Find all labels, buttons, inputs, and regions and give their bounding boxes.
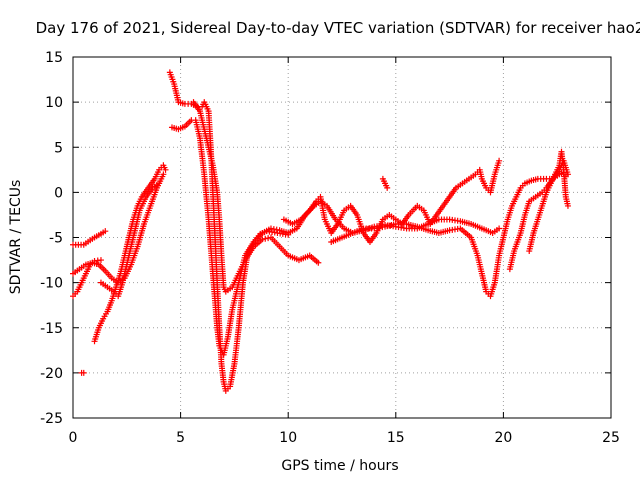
data-point <box>267 225 274 232</box>
x-tick-label: 15 <box>387 430 405 446</box>
series-s14 <box>526 148 571 255</box>
data-point <box>102 228 109 235</box>
data-point <box>273 226 280 233</box>
series-s6 <box>97 180 163 300</box>
y-tick-label: 15 <box>45 50 63 66</box>
data-point <box>270 226 277 233</box>
x-tick-label: 20 <box>494 430 512 446</box>
data-point <box>496 225 503 232</box>
x-tick-label: 0 <box>69 430 78 446</box>
data-point <box>496 157 503 164</box>
data-point <box>384 184 391 191</box>
data-point <box>262 235 269 242</box>
series-s1 <box>70 228 109 248</box>
data-points <box>70 69 571 394</box>
x-tick-label: 10 <box>279 430 297 446</box>
series-s9 <box>190 99 322 295</box>
data-point <box>265 235 272 242</box>
x-tick-label: 25 <box>602 430 620 446</box>
chart-title: Day 176 of 2021, Sidereal Day-to-day VTE… <box>36 19 640 37</box>
axis-ticks: 0 5 10 15 20 25 -25 -20 -15 -10 -5 0 5 10 15 <box>40 50 620 446</box>
y-tick-label: -15 <box>40 321 63 337</box>
data-point <box>162 166 169 173</box>
data-point <box>97 257 104 264</box>
data-point <box>160 171 167 178</box>
y-tick-label: -20 <box>40 366 63 382</box>
y-tick-label: 10 <box>45 95 63 111</box>
data-point <box>156 180 163 187</box>
x-axis-label: GPS time / hours <box>281 458 398 474</box>
series-s4 <box>78 369 87 376</box>
x-tick-label: 5 <box>176 430 185 446</box>
y-tick-label: 0 <box>54 185 63 201</box>
data-point <box>315 259 322 266</box>
series-s11 <box>328 169 569 300</box>
series-s7 <box>166 69 292 394</box>
data-point <box>259 236 266 243</box>
y-tick-label: -5 <box>49 231 63 247</box>
series-s3 <box>70 171 167 286</box>
series-s12 <box>379 175 391 191</box>
series-s10 <box>280 157 503 246</box>
y-axis-label: SDTVAR / TECUs <box>8 180 24 295</box>
y-tick-label: -25 <box>40 411 63 427</box>
data-point <box>80 369 87 376</box>
data-point <box>564 202 571 209</box>
y-tick-label: 5 <box>54 140 63 156</box>
y-tick-label: -10 <box>40 276 63 292</box>
